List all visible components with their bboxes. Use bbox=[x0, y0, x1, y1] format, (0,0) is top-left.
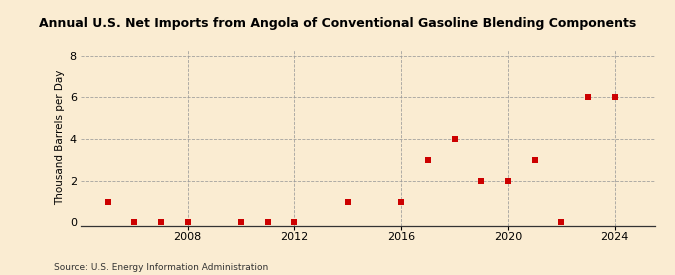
Point bbox=[182, 220, 193, 225]
Point bbox=[156, 220, 167, 225]
Y-axis label: Thousand Barrels per Day: Thousand Barrels per Day bbox=[55, 70, 65, 205]
Point bbox=[342, 199, 353, 204]
Point bbox=[396, 199, 406, 204]
Point bbox=[503, 178, 514, 183]
Point bbox=[449, 137, 460, 141]
Point bbox=[529, 158, 540, 162]
Point bbox=[236, 220, 246, 225]
Text: Annual U.S. Net Imports from Angola of Conventional Gasoline Blending Components: Annual U.S. Net Imports from Angola of C… bbox=[39, 16, 636, 29]
Point bbox=[423, 158, 433, 162]
Point bbox=[556, 220, 567, 225]
Point bbox=[610, 95, 620, 100]
Point bbox=[263, 220, 273, 225]
Point bbox=[583, 95, 593, 100]
Point bbox=[476, 178, 487, 183]
Point bbox=[289, 220, 300, 225]
Text: Source: U.S. Energy Information Administration: Source: U.S. Energy Information Administ… bbox=[54, 263, 268, 272]
Point bbox=[129, 220, 140, 225]
Point bbox=[103, 199, 113, 204]
